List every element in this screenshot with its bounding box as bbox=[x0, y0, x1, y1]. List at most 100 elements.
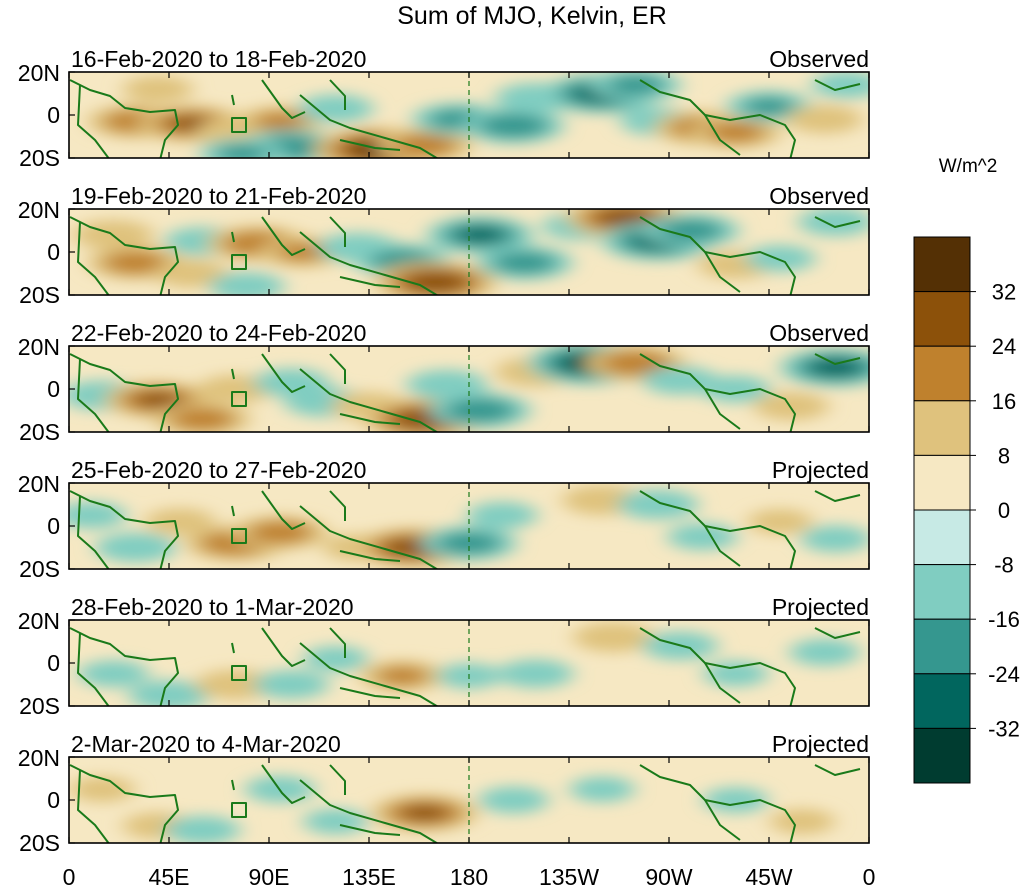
anomaly-contour bbox=[216, 144, 269, 158]
anomaly-blobs bbox=[73, 209, 869, 295]
anomaly-contour bbox=[153, 259, 229, 288]
anomaly-blobs bbox=[69, 775, 835, 843]
anomaly-contour bbox=[789, 638, 860, 666]
y-tick-label: 0 bbox=[47, 239, 60, 265]
anomaly-contour bbox=[753, 392, 829, 421]
anomaly-contour bbox=[667, 523, 738, 551]
colorbar-swatch bbox=[913, 564, 971, 620]
y-tick-label: 20N bbox=[18, 471, 60, 497]
anomaly-contour bbox=[595, 209, 654, 228]
panel-period: 16-Feb-2020 to 18-Feb-2020 bbox=[71, 46, 366, 72]
anomaly-contour bbox=[798, 209, 869, 237]
anomaly-contour bbox=[478, 786, 549, 814]
anomaly-contour bbox=[498, 659, 574, 688]
x-tick-label: 180 bbox=[450, 864, 488, 889]
panel-period: 28-Feb-2020 to 1-Mar-2020 bbox=[71, 594, 354, 620]
panel-status: Observed bbox=[769, 46, 869, 72]
x-tick-label: 135W bbox=[539, 864, 599, 889]
anomaly-blobs bbox=[87, 72, 869, 158]
anomaly-contour bbox=[95, 532, 176, 563]
anomaly-contour bbox=[164, 815, 240, 843]
x-tick-label: 0 bbox=[863, 864, 876, 889]
anomaly-field bbox=[69, 622, 861, 706]
y-tick-label: 0 bbox=[47, 102, 60, 128]
anomaly-contour bbox=[170, 407, 235, 431]
colorbar-tick-label: 0 bbox=[998, 498, 1010, 523]
colorbar-swatch bbox=[913, 236, 971, 293]
anomaly-contour bbox=[703, 787, 769, 813]
x-tick-label: 135E bbox=[342, 864, 396, 889]
y-tick-label: 0 bbox=[47, 650, 60, 676]
y-tick-label: 0 bbox=[47, 513, 60, 539]
x-axis: 0 45E 90E 135E 180 135W 90W 45W 0 bbox=[63, 864, 876, 889]
panel-1: 16-Feb-2020 to 18-Feb-2020 Observed 20N 0 20… bbox=[18, 46, 870, 171]
y-tick-label: 20S bbox=[19, 282, 60, 308]
panel-status: Projected bbox=[772, 457, 869, 483]
anomaly-contour bbox=[600, 350, 671, 376]
anomaly-contour bbox=[276, 242, 329, 262]
anomaly-contour bbox=[809, 358, 862, 377]
colorbar-tick-label: 32 bbox=[992, 280, 1016, 305]
y-tick-label: 20N bbox=[18, 60, 60, 86]
anomaly-contour bbox=[145, 508, 216, 536]
anomaly-contour bbox=[406, 369, 487, 400]
colorbar-label: W/m^2 bbox=[939, 156, 998, 177]
anomaly-contour bbox=[642, 366, 718, 395]
anomaly-contour bbox=[786, 105, 863, 134]
anomaly-contour bbox=[457, 226, 503, 243]
panel-status: Observed bbox=[769, 183, 869, 209]
y-tick-label: 20N bbox=[18, 608, 60, 634]
x-tick-label: 90W bbox=[645, 864, 693, 889]
panel-period: 2-Mar-2020 to 4-Mar-2020 bbox=[71, 731, 341, 757]
colorbar-swatch bbox=[913, 454, 971, 511]
anomaly-contour bbox=[659, 219, 724, 242]
anomaly-contour bbox=[492, 251, 557, 275]
panel-status: Projected bbox=[772, 594, 869, 620]
panels: 16-Feb-2020 to 18-Feb-2020 Observed 20N 0 20… bbox=[18, 46, 870, 856]
anomaly-contour bbox=[128, 680, 210, 706]
colorbar-swatch bbox=[913, 400, 971, 456]
y-tick-label: 0 bbox=[47, 376, 60, 402]
y-tick-label: 20S bbox=[19, 556, 60, 582]
colorbar-tick-label: 16 bbox=[992, 389, 1016, 414]
anomaly-contour bbox=[392, 133, 457, 157]
panel-status: Projected bbox=[772, 731, 869, 757]
anomaly-field bbox=[69, 209, 869, 295]
panel-2: 19-Feb-2020 to 21-Feb-2020 Observed 20N 0 20… bbox=[18, 183, 870, 308]
anomaly-contour bbox=[69, 776, 135, 803]
anomaly-contour bbox=[811, 72, 869, 99]
anomaly-contour bbox=[478, 113, 549, 139]
anomaly-contour bbox=[467, 501, 538, 529]
figure-title: Sum of MJO, Kelvin, ER bbox=[397, 2, 667, 30]
x-tick-label: 90E bbox=[249, 864, 290, 889]
panel-period: 22-Feb-2020 to 24-Feb-2020 bbox=[71, 320, 366, 346]
colorbar-swatch bbox=[913, 345, 971, 402]
anomaly-contour bbox=[703, 660, 769, 687]
x-tick-label: 45E bbox=[149, 864, 190, 889]
y-tick-label: 20N bbox=[18, 197, 60, 223]
panel-3: 22-Feb-2020 to 24-Feb-2020 Observed 20N 0 20… bbox=[18, 320, 870, 445]
anomaly-contour bbox=[606, 74, 665, 96]
anomaly-contour bbox=[303, 808, 369, 835]
colorbar-swatch bbox=[913, 291, 971, 347]
anomaly-contour bbox=[69, 501, 127, 529]
colorbar-tick-label: -32 bbox=[988, 716, 1020, 741]
anomaly-contour bbox=[445, 398, 516, 423]
colorbar-swatch bbox=[913, 673, 971, 729]
anomaly-contour bbox=[617, 489, 699, 520]
anomaly-blobs bbox=[78, 622, 860, 706]
anomaly-contour bbox=[209, 272, 285, 295]
y-tick-label: 20S bbox=[19, 830, 60, 856]
anomaly-contour bbox=[195, 669, 276, 700]
anomaly-contour bbox=[437, 531, 501, 555]
colorbar-tick-label: -8 bbox=[994, 553, 1014, 578]
anomaly-field bbox=[69, 72, 869, 158]
panel-period: 19-Feb-2020 to 21-Feb-2020 bbox=[71, 183, 366, 209]
y-tick-label: 0 bbox=[47, 787, 60, 813]
panel-period: 25-Feb-2020 to 27-Feb-2020 bbox=[71, 457, 366, 483]
anomaly-contour bbox=[376, 666, 429, 686]
anomaly-contour bbox=[706, 121, 765, 143]
anomaly-contour bbox=[298, 94, 374, 123]
panel-status: Observed bbox=[769, 320, 869, 346]
